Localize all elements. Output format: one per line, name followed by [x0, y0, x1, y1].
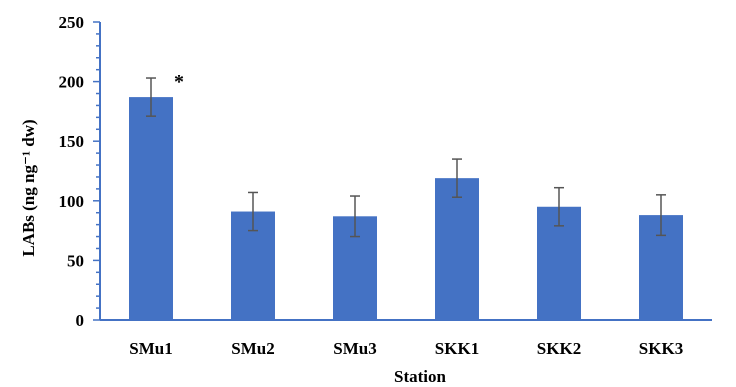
- y-tick-label: 200: [59, 73, 85, 92]
- y-tick-label: 50: [67, 251, 84, 270]
- x-tick-label: SKK3: [639, 339, 683, 358]
- y-tick-label: 250: [59, 13, 85, 32]
- y-axis: [93, 21, 101, 321]
- bars: [129, 97, 683, 320]
- bar-smu1: [129, 97, 173, 320]
- y-tick-label: 0: [76, 311, 85, 330]
- error-bars: [146, 77, 666, 238]
- x-tick-label: SMu3: [333, 339, 376, 358]
- significance-marker: *: [174, 71, 184, 93]
- y-tick-label: 150: [59, 132, 85, 151]
- bar-skk1: [435, 178, 479, 320]
- x-axis-title: Station: [394, 367, 447, 386]
- x-tick-label: SKK1: [435, 339, 479, 358]
- x-tick-label: SMu2: [231, 339, 274, 358]
- y-axis-title: LABs (ng ng⁻¹ dw): [19, 119, 38, 256]
- x-tick-label: SMu1: [129, 339, 172, 358]
- tick-labels: 0 50 100 150 200 250 SMu1 SMu2 SMu3 SKK1 SKK2 SKK3 *: [59, 13, 684, 358]
- y-tick-label: 100: [59, 192, 85, 211]
- x-tick-label: SKK2: [537, 339, 581, 358]
